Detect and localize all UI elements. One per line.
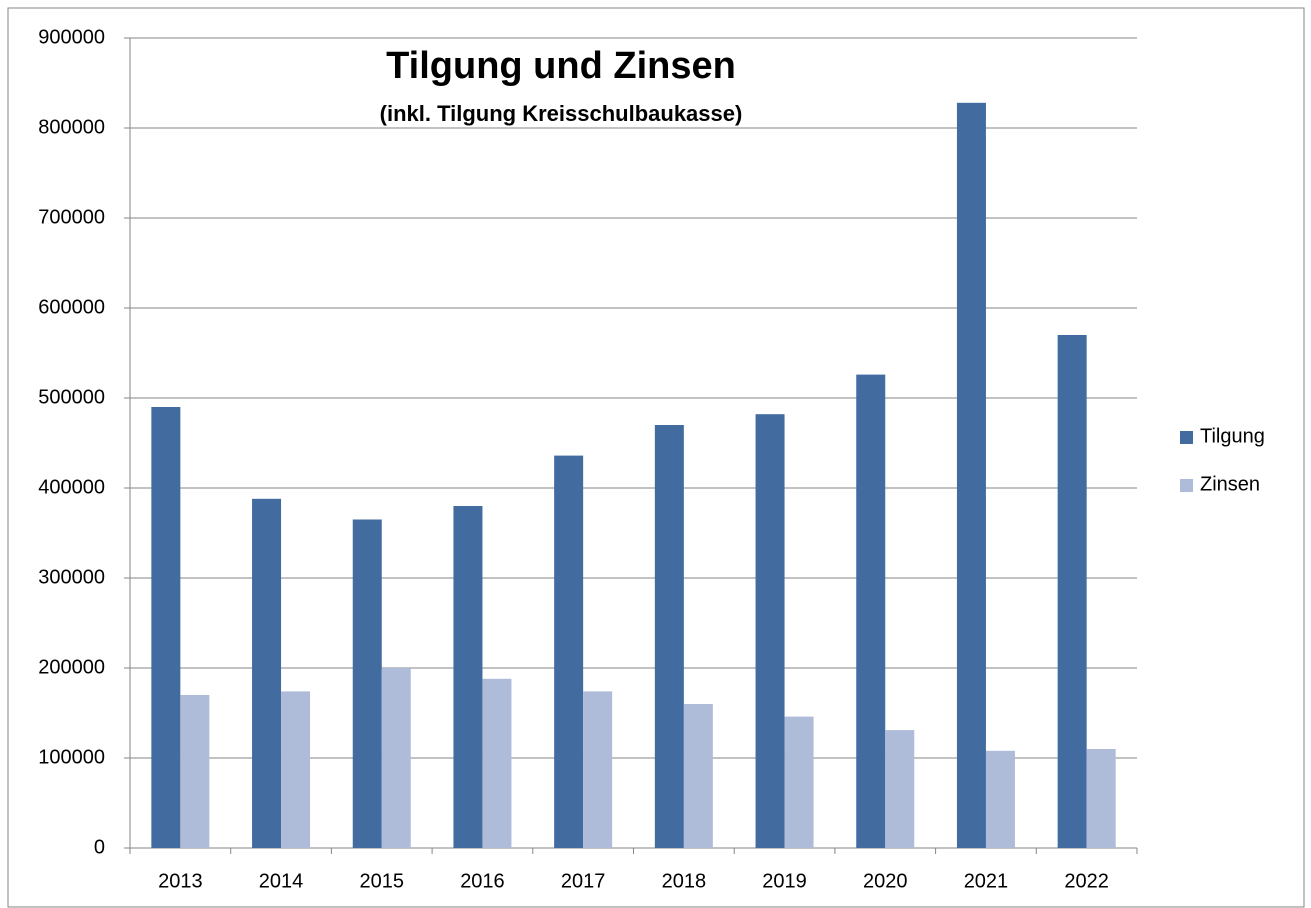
- x-tick-label: 2013: [158, 870, 203, 892]
- bar: [885, 730, 915, 848]
- x-tick-label: 2021: [964, 870, 1009, 892]
- y-tick-label: 300000: [38, 566, 105, 588]
- bar: [985, 750, 1015, 848]
- bar: [281, 691, 311, 848]
- legend-label: Tilgung: [1200, 425, 1265, 447]
- legend-swatch: [1180, 479, 1193, 492]
- y-tick-label: 900000: [38, 26, 105, 48]
- legend-label: Zinsen: [1200, 473, 1260, 495]
- y-tick-label: 0: [94, 836, 105, 858]
- bar: [654, 425, 684, 848]
- chart-frame: [7, 7, 1305, 908]
- bar: [956, 102, 986, 849]
- y-tick-label: 800000: [38, 116, 105, 138]
- bar: [151, 407, 181, 848]
- y-tick-label: 100000: [38, 746, 105, 768]
- x-tick-label: 2014: [259, 870, 304, 892]
- x-tick-label: 2020: [863, 870, 908, 892]
- bar: [583, 691, 613, 848]
- bar: [381, 668, 411, 848]
- bar: [252, 498, 282, 848]
- y-tick-label: 700000: [38, 206, 105, 228]
- y-tick-label: 400000: [38, 476, 105, 498]
- x-tick-label: 2018: [662, 870, 707, 892]
- bar: [180, 695, 210, 848]
- y-tick-label: 200000: [38, 656, 105, 678]
- bar: [784, 716, 814, 848]
- chart-title: Tilgung und Zinsen: [386, 45, 736, 87]
- bar: [1057, 335, 1087, 848]
- bar: [453, 506, 483, 848]
- chart-subtitle: (inkl. Tilgung Kreisschulbaukasse): [380, 101, 743, 126]
- bar: [856, 374, 886, 848]
- bar: [554, 455, 584, 848]
- x-tick-label: 2022: [1064, 870, 1109, 892]
- x-tick-label: 2015: [360, 870, 405, 892]
- y-tick-label: 500000: [38, 386, 105, 408]
- bar: [683, 704, 713, 848]
- x-tick-label: 2019: [762, 870, 807, 892]
- bar: [755, 414, 785, 848]
- y-tick-label: 600000: [38, 296, 105, 318]
- bar: [1086, 749, 1116, 848]
- legend-swatch: [1180, 431, 1193, 444]
- x-tick-label: 2016: [460, 870, 505, 892]
- bar: [482, 678, 512, 848]
- x-tick-label: 2017: [561, 870, 606, 892]
- bar: [352, 519, 382, 848]
